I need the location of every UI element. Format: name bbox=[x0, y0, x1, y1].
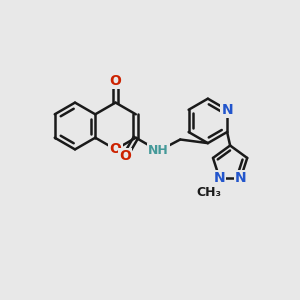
Text: O: O bbox=[119, 149, 131, 164]
Text: CH₃: CH₃ bbox=[196, 186, 221, 199]
Text: O: O bbox=[110, 142, 122, 156]
Text: N: N bbox=[214, 171, 225, 185]
Text: O: O bbox=[110, 74, 122, 88]
Text: N: N bbox=[221, 103, 233, 117]
Text: NH: NH bbox=[148, 144, 169, 158]
Text: N: N bbox=[235, 171, 247, 185]
